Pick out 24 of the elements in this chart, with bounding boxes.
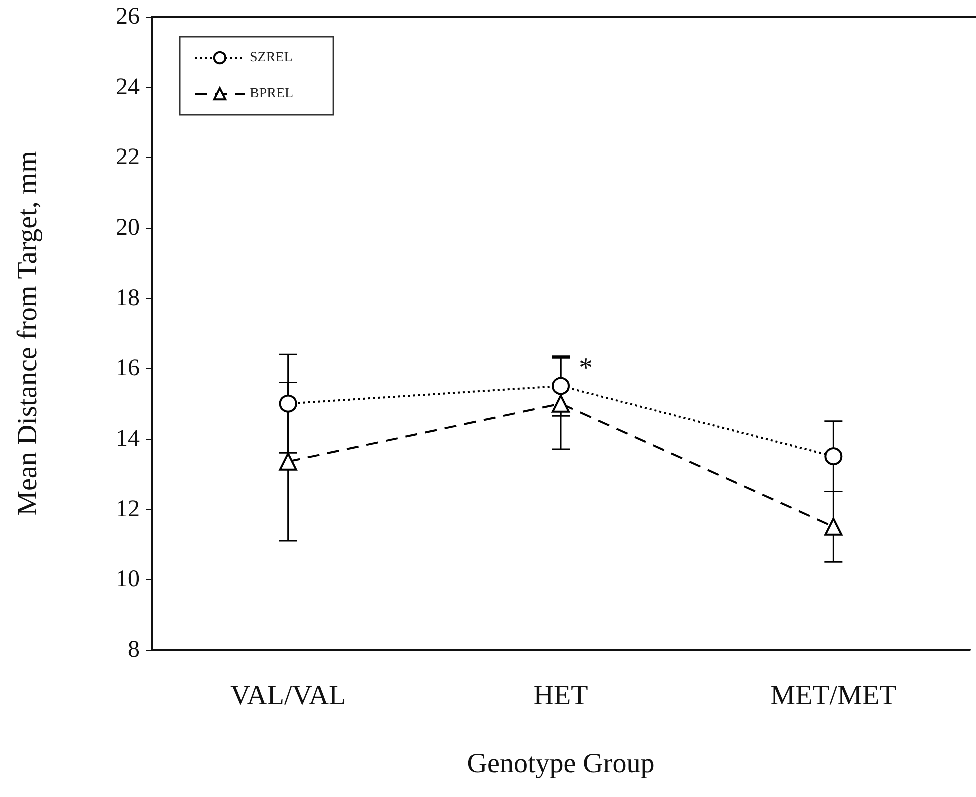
x-tick-label: MET/MET [770,680,897,712]
point [552,377,570,396]
y-tick-label: 8 [128,637,140,663]
y-tick-label: 14 [116,426,140,452]
point [552,394,570,413]
y-tick-label: 20 [116,215,140,241]
point [824,448,843,466]
y-tick-label: 12 [116,496,140,522]
point [824,518,843,536]
x-tick-label: HET [534,680,588,712]
legend-label: SZREL [250,50,293,66]
y-tick-label: 26 [116,4,140,30]
x-axis-title: Genotype Group [467,748,655,780]
y-tick-label: 18 [116,285,140,312]
y-tick-label: 24 [116,74,140,100]
y-axis-title: Mean Distance from Target, mm [12,150,44,516]
y-tick-label: 16 [116,356,140,382]
annotation: * [579,353,593,384]
legend-label: BPREL [250,86,294,102]
point [279,394,298,413]
y-tick-label: 22 [116,144,140,171]
point [279,452,298,471]
y-tick-label: 10 [116,566,140,593]
x-tick-label: VAL/VAL [230,680,346,712]
